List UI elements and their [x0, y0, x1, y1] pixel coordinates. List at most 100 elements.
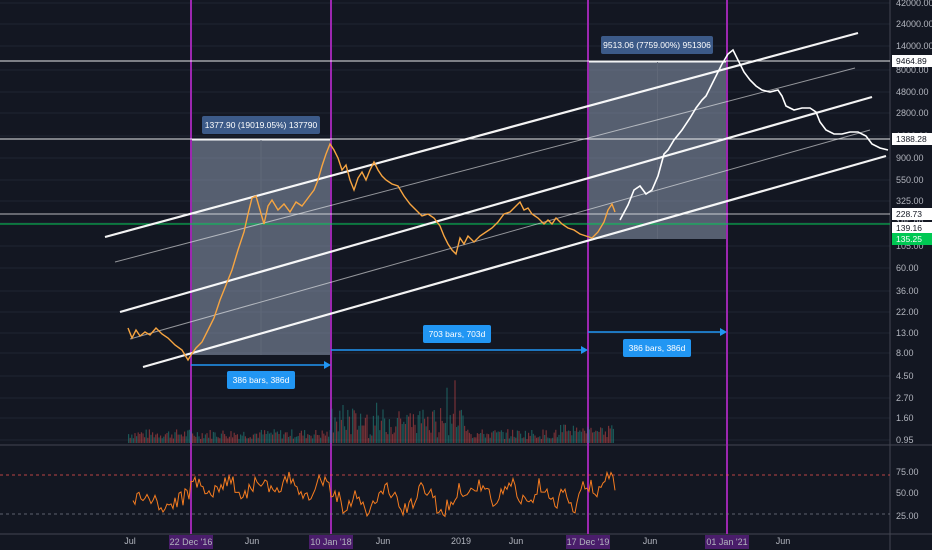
volume-bar: [182, 436, 184, 443]
volume-bar: [377, 415, 379, 443]
volume-bar: [456, 427, 458, 443]
volume-bar: [483, 433, 485, 443]
volume-bar: [212, 431, 214, 443]
volume-bar: [220, 433, 222, 443]
volume-bar: [289, 435, 291, 443]
volume-bar: [147, 437, 149, 443]
volume-bar: [468, 432, 470, 443]
volume-bar: [395, 426, 397, 443]
volume-bar: [432, 411, 434, 443]
volume-bar: [192, 433, 194, 443]
volume-bar: [484, 437, 486, 443]
volume-bar: [580, 431, 582, 443]
volume-bar: [195, 436, 197, 443]
volume-bar: [328, 436, 330, 443]
volume-bar: [139, 434, 141, 443]
volume-bar: [531, 429, 533, 443]
volume-bar: [462, 415, 464, 443]
price-tick-label: 24000.00: [896, 19, 932, 29]
volume-bar: [518, 430, 520, 443]
time-tick-label: Jul: [124, 536, 136, 546]
volume-bar: [476, 433, 478, 443]
channel-line: [104, 31, 859, 239]
volume-bar: [393, 432, 395, 443]
volume-bar: [532, 433, 534, 443]
volume-bar: [470, 434, 472, 443]
volume-bar: [169, 437, 171, 443]
volume-bar: [473, 437, 475, 443]
volume-bar: [420, 423, 422, 443]
volume-bar: [304, 430, 306, 443]
volume-bar: [172, 438, 174, 443]
axes-layer: 42000.00 24000.00 14000.00 8000.00 4800.00 28…: [124, 0, 932, 549]
volume-bar: [388, 419, 390, 443]
volume-bar: [406, 414, 408, 443]
volume-bar: [268, 433, 270, 443]
projection-curve: [619, 48, 889, 221]
volume-bar: [252, 434, 254, 443]
volume-bar: [427, 416, 429, 443]
volume-bar: [404, 424, 406, 443]
volume-bar: [275, 432, 277, 443]
volume-bar: [475, 437, 477, 443]
volume-bar: [435, 421, 437, 443]
measure-label-bg: [202, 116, 320, 134]
volume-bar: [608, 425, 610, 443]
volume-bar: [539, 436, 541, 443]
volume-bar: [176, 429, 178, 443]
volume-bar: [411, 427, 413, 443]
volume-bar: [449, 415, 451, 443]
volume-bar: [318, 435, 320, 443]
volume-bar: [446, 387, 448, 443]
volume-bar: [217, 437, 219, 443]
volume-bar: [257, 437, 259, 443]
volume-bar: [364, 417, 366, 443]
volume-bar: [540, 438, 542, 443]
time-tick-label: 2019: [451, 536, 471, 546]
volume-bar: [284, 432, 286, 443]
volume-bar: [316, 434, 318, 443]
volume-bar: [324, 435, 326, 443]
volume-bar: [555, 429, 557, 443]
volume-bar: [464, 425, 466, 443]
volume-bar: [504, 438, 506, 443]
volume-bar: [321, 430, 323, 443]
volume-bar: [558, 434, 560, 443]
volume-bar: [300, 430, 302, 443]
price-tag-bg: [892, 133, 932, 145]
volume-bar: [235, 434, 237, 443]
rsi-tick-label: 75.00: [896, 467, 919, 477]
volume-bar: [595, 430, 597, 443]
volume-bar: [460, 409, 462, 443]
volume-bar: [424, 418, 426, 443]
volume-bar: [419, 411, 421, 443]
volume-bar: [315, 429, 317, 443]
volume-bar: [376, 402, 378, 443]
volume-bar: [243, 431, 245, 443]
volume-bar: [168, 431, 170, 443]
volume-bar: [494, 430, 496, 443]
volume-bar: [344, 426, 346, 443]
volume-bar: [211, 438, 213, 443]
volume-bar: [246, 438, 248, 443]
volume-bar: [444, 422, 446, 443]
volume-bar: [299, 433, 301, 443]
volume-bar: [179, 434, 181, 443]
volume-bar: [312, 438, 314, 443]
range-arrow-head: [581, 346, 588, 354]
price-tick-label: 0.95: [896, 435, 914, 445]
volume-bar: [611, 425, 613, 443]
time-highlight-label: 22 Dec '16: [170, 537, 213, 547]
volume-bar: [334, 417, 336, 443]
volume-bar: [596, 431, 598, 443]
volume-bar: [360, 413, 362, 443]
range-label-bg: [623, 339, 691, 357]
volume-bar: [574, 431, 576, 443]
volume-bar: [286, 432, 288, 443]
volume-bar: [457, 425, 459, 443]
price-tick-label: 1.60: [896, 413, 914, 423]
volume-bar: [262, 434, 264, 443]
volume-bar: [353, 410, 355, 443]
volume-bar: [340, 419, 342, 443]
